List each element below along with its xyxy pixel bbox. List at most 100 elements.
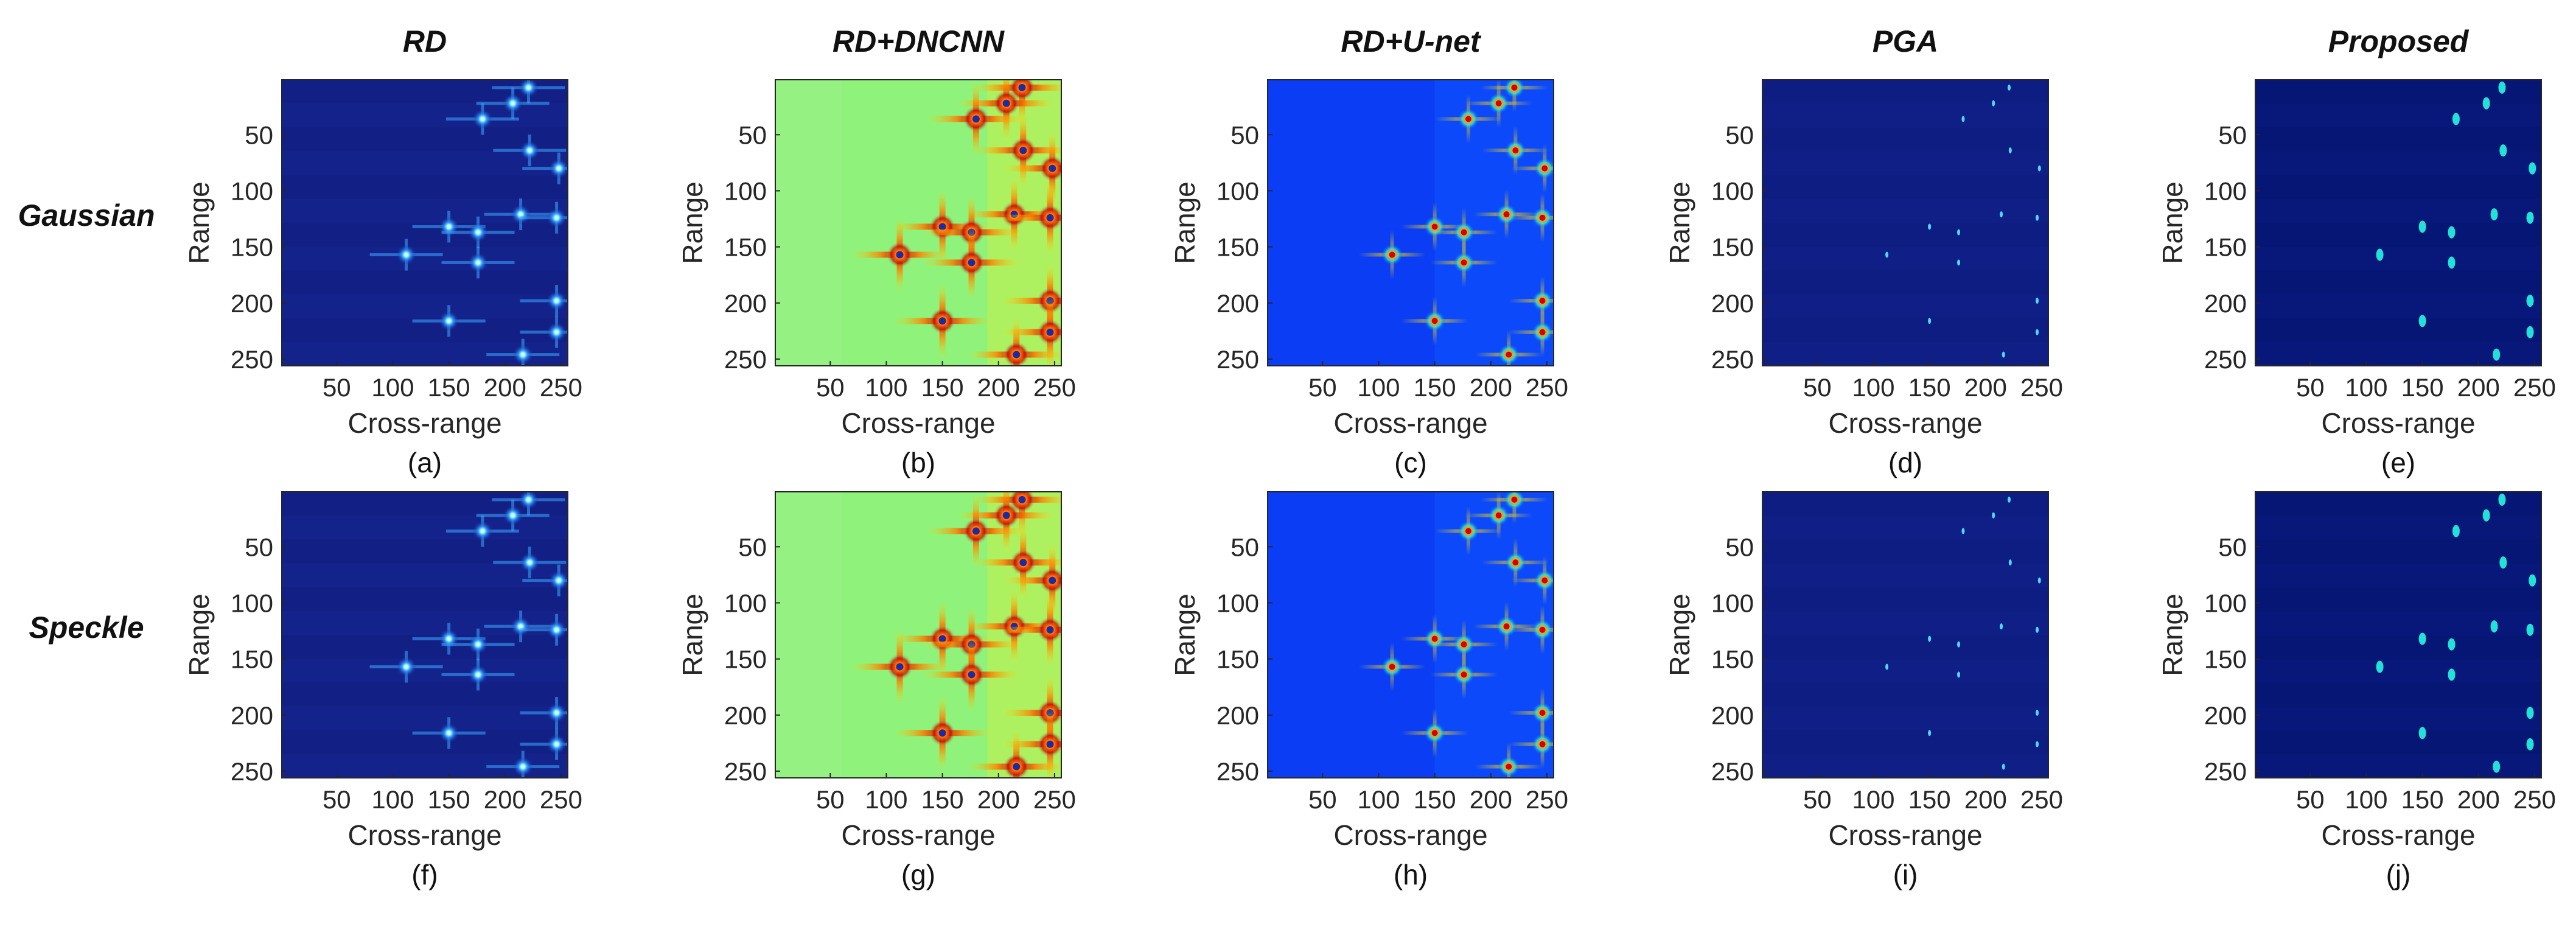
x-tick-label: 50	[2296, 373, 2325, 402]
x-tick-label: 100	[371, 785, 414, 814]
y-axis-label: Range	[677, 593, 708, 676]
scatterer-point	[2036, 626, 2039, 633]
x-tick-label: 50	[323, 785, 351, 814]
panel-e: 50 100 150 200 250 50 100 150 200 250 Cross-range R…	[2157, 79, 2556, 478]
scatterer-point	[476, 499, 550, 531]
panel-c: 50 100 150 200 250 50 100 150 200 250 Cross-range R…	[1169, 79, 1568, 478]
scatterer-point	[369, 651, 443, 683]
x-tick-label: 250	[1526, 373, 1568, 402]
x-tick-label: 200	[977, 785, 1020, 814]
panel-b: 50 100 150 200 250 50 100 150 200 250 Cross-range R…	[677, 79, 1076, 478]
scatterer-point	[520, 728, 568, 760]
y-tick-label: 200	[2204, 701, 2247, 730]
heatmap-background	[2255, 80, 2541, 366]
scatterer-point	[441, 628, 515, 660]
y-tick-label: 100	[1711, 589, 1754, 617]
scatterer-point	[369, 239, 443, 271]
y-axis-label: Range	[1664, 593, 1695, 676]
y-tick-label: 200	[1216, 701, 1259, 730]
scatterer-point	[851, 218, 949, 292]
y-tick-label: 250	[1711, 345, 1754, 374]
y-tick-label: 250	[231, 345, 273, 374]
scatterer-point	[2376, 660, 2384, 673]
y-tick-label: 50	[245, 121, 273, 149]
scatterer-point	[522, 152, 568, 184]
scatterer-point	[2376, 248, 2384, 261]
scatterer-point	[968, 318, 1061, 366]
scatterer-point	[492, 492, 565, 516]
scatterer-point	[493, 135, 567, 167]
x-tick-label: 50	[1308, 373, 1337, 402]
scatterer-point	[1928, 318, 1932, 324]
y-tick-label: 100	[1711, 177, 1754, 205]
x-tick-label: 250	[2513, 373, 2556, 402]
x-tick-label: 150	[428, 373, 470, 402]
x-tick-label: 150	[428, 785, 470, 814]
x-tick-label: 150	[921, 785, 964, 814]
scatterer-point	[1481, 492, 1548, 524]
scatterer-point	[2448, 256, 2456, 269]
x-tick-label: 150	[1414, 373, 1456, 402]
axes-frame	[1762, 491, 2049, 778]
scatterer-point	[2526, 326, 2534, 338]
x-tick-label: 150	[921, 373, 964, 402]
x-tick-label: 200	[484, 785, 526, 814]
scatterer-point	[2499, 556, 2507, 569]
scatterer-point	[1957, 229, 1961, 236]
scatterer-point	[486, 750, 560, 778]
y-tick-label: 100	[2204, 177, 2247, 205]
x-tick-label: 250	[2513, 785, 2556, 814]
scatterer-point	[1004, 544, 1061, 617]
y-tick-label: 100	[1216, 589, 1259, 617]
scatterer-point	[1465, 80, 1532, 128]
y-tick-label: 200	[1711, 289, 1754, 318]
x-axis-label: Cross-range	[347, 407, 501, 439]
scatterer-point	[1475, 330, 1543, 366]
x-axis-label: Cross-range	[1828, 819, 1982, 851]
scatterer-point	[851, 630, 949, 704]
y-tick-label: 250	[724, 757, 767, 786]
y-tick-label: 150	[1711, 233, 1754, 262]
heatmap-image	[1762, 80, 2048, 358]
axes-frame	[281, 79, 568, 366]
x-tick-label: 100	[1357, 373, 1400, 402]
panel-caption: (h)	[1394, 859, 1428, 890]
scatterer-point	[2452, 525, 2460, 537]
y-tick-label: 100	[1216, 177, 1259, 205]
scatterer-point	[2036, 214, 2039, 221]
y-tick-label: 250	[1216, 345, 1259, 374]
heatmap-background	[1762, 80, 2048, 366]
scatterer-point	[2008, 559, 2012, 566]
scatterer-point	[520, 201, 568, 234]
scatterer-point	[522, 564, 568, 596]
scatterer-point	[1465, 492, 1532, 540]
scatterer-point	[2007, 84, 2011, 91]
axes-frame	[2255, 491, 2542, 778]
scatterer-point	[1001, 707, 1061, 778]
axes-frame	[775, 491, 1062, 778]
x-tick-label: 200	[1470, 785, 1512, 814]
x-tick-label: 150	[2401, 373, 2444, 402]
x-tick-label: 100	[865, 373, 907, 402]
panel-caption: (f)	[411, 859, 438, 890]
scatterer-point	[1430, 238, 1498, 287]
scatterer-point	[957, 80, 1055, 140]
panel-h: 50 100 150 200 250 50 100 150 200 250 Cross-range R…	[1169, 491, 1568, 890]
scatterer-point	[2008, 147, 2012, 154]
scatterer-point	[1957, 259, 1961, 266]
scatterer-point	[2000, 211, 2003, 218]
scatterer-point	[2498, 81, 2506, 94]
panel-j: 50 100 150 200 250 50 100 150 200 250 Cross-range R…	[2157, 491, 2556, 890]
y-tick-label: 50	[1725, 533, 1754, 561]
scatterer-point	[2448, 226, 2456, 239]
y-axis-label: Range	[2157, 181, 2188, 264]
heatmap-image	[282, 80, 568, 366]
y-tick-label: 150	[2204, 233, 2247, 262]
scatterer-point	[1885, 663, 1889, 670]
scatterer-point	[476, 87, 550, 119]
y-tick-label: 250	[724, 345, 767, 374]
axes-frame	[1762, 79, 2049, 366]
y-tick-label: 50	[1725, 121, 1754, 149]
y-tick-label: 150	[724, 645, 767, 674]
scatterer-point	[1001, 593, 1061, 666]
